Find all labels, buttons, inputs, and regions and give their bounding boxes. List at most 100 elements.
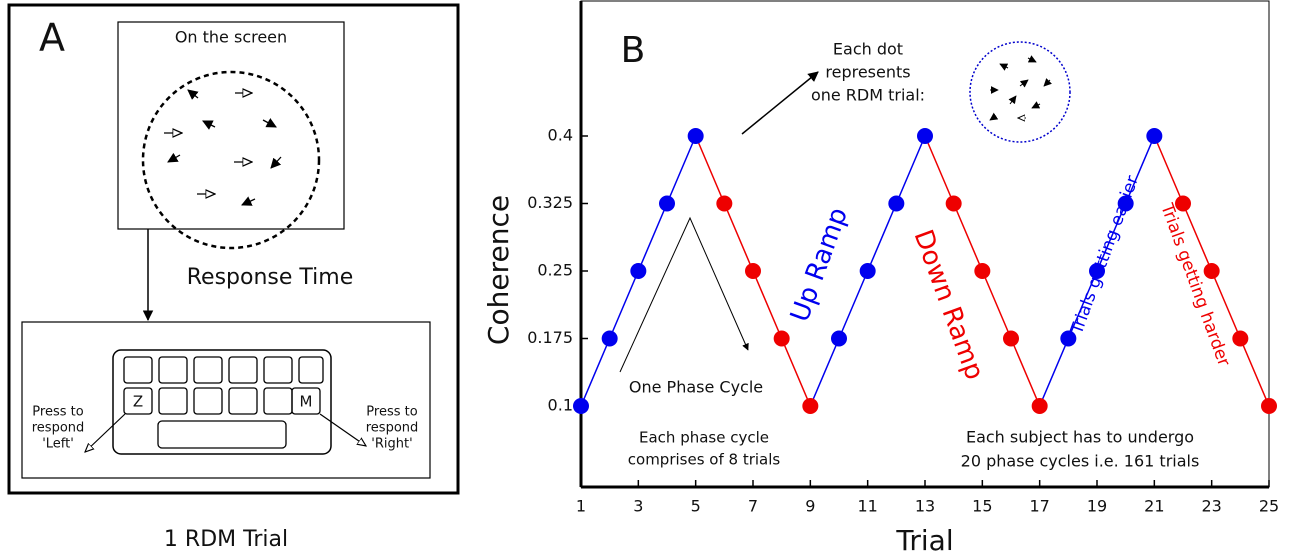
data-point bbox=[974, 263, 991, 279]
annotation: comprises of 8 trials bbox=[628, 451, 781, 469]
line-segment bbox=[637, 203, 668, 272]
data-point bbox=[630, 263, 647, 279]
phase-pointer bbox=[619, 216, 749, 373]
annotation: Each subject has to undergo bbox=[966, 428, 1194, 447]
key-right: M bbox=[300, 393, 313, 411]
data-point bbox=[1003, 330, 1019, 347]
line-segment bbox=[723, 203, 754, 272]
data-point bbox=[1261, 398, 1277, 414]
annotation: One Phase Cycle bbox=[629, 378, 763, 397]
line-segment bbox=[1124, 135, 1156, 204]
annotation: Trials getting harder bbox=[1156, 200, 1234, 369]
right-text: respond bbox=[366, 421, 419, 436]
aperture bbox=[141, 70, 321, 250]
pointer-arrow bbox=[741, 71, 819, 135]
arrow-label: Response Time bbox=[187, 265, 354, 290]
line-segment bbox=[666, 135, 697, 204]
data-point bbox=[831, 330, 847, 347]
x-tick-label: 5 bbox=[691, 497, 701, 516]
left-arrow bbox=[85, 413, 126, 452]
line-segment bbox=[838, 270, 869, 339]
data-point bbox=[945, 195, 962, 212]
data-point bbox=[1089, 263, 1105, 279]
right-text: Press to bbox=[366, 405, 417, 420]
line-segment bbox=[580, 338, 611, 407]
panel-a: A On the screen Response Time Z M bbox=[7, 3, 460, 552]
data-point bbox=[1232, 330, 1249, 347]
x-tick-label: 23 bbox=[1201, 497, 1221, 516]
panel-frame bbox=[7, 3, 460, 495]
data-point bbox=[687, 128, 704, 144]
line-segment bbox=[608, 270, 640, 339]
line-segment bbox=[1182, 203, 1213, 272]
y-axis-label: Coherence bbox=[482, 195, 515, 345]
left-text: Press to bbox=[32, 405, 83, 420]
y-tick-label: 0.1 bbox=[548, 396, 573, 415]
y-tick-label: 0.4 bbox=[548, 126, 573, 145]
line-segment bbox=[1239, 338, 1270, 407]
annotation: Each phase cycle bbox=[639, 429, 769, 447]
line-segment bbox=[895, 135, 926, 204]
x-axis-label: Trial bbox=[895, 524, 953, 557]
data-point bbox=[1146, 128, 1163, 144]
data-point bbox=[773, 330, 790, 347]
x-tick-label: 17 bbox=[1029, 497, 1049, 516]
line-segment bbox=[694, 135, 726, 204]
y-tick-label: 0.325 bbox=[527, 193, 573, 212]
annotation: Up Ramp bbox=[785, 204, 854, 326]
screen bbox=[117, 21, 345, 230]
data-point bbox=[859, 263, 876, 279]
left-text: respond bbox=[32, 421, 85, 436]
panel-label: A bbox=[39, 16, 65, 60]
line-segment bbox=[981, 270, 1012, 339]
line-segment bbox=[1038, 338, 1070, 407]
x-tick-label: 7 bbox=[748, 497, 758, 516]
y-tick-label: 0.175 bbox=[527, 328, 573, 347]
line-segment bbox=[1153, 135, 1184, 204]
x-tick-label: 19 bbox=[1087, 497, 1107, 516]
motion-dots bbox=[164, 90, 282, 206]
keyboard bbox=[112, 349, 332, 455]
y-tick-label: 0.25 bbox=[537, 261, 573, 280]
data-point bbox=[716, 195, 733, 212]
data-point bbox=[1203, 263, 1220, 279]
annotation: one RDM trial: bbox=[811, 86, 925, 105]
key-left: Z bbox=[133, 393, 143, 411]
data-point bbox=[659, 195, 675, 212]
data-point bbox=[1060, 330, 1077, 347]
x-tick-label: 25 bbox=[1259, 497, 1279, 516]
left-text: 'Left' bbox=[42, 437, 74, 452]
line-segment bbox=[1096, 203, 1127, 272]
line-segment bbox=[809, 338, 840, 407]
inset-dots bbox=[989, 55, 1052, 120]
line-segment bbox=[780, 338, 812, 407]
screen-title: On the screen bbox=[175, 28, 287, 47]
keyboard-box bbox=[21, 321, 431, 479]
x-tick-label: 1 bbox=[576, 497, 586, 516]
annotation: Trials getting easier bbox=[1067, 173, 1143, 338]
x-tick-label: 9 bbox=[805, 497, 815, 516]
panel-label: B bbox=[621, 30, 646, 71]
x-tick-label: 21 bbox=[1144, 497, 1164, 516]
data-point bbox=[1117, 195, 1134, 212]
right-arrow bbox=[319, 413, 366, 446]
line-segment bbox=[752, 270, 783, 339]
data-point bbox=[745, 263, 761, 279]
data-point bbox=[802, 398, 819, 414]
x-tick-label: 11 bbox=[857, 497, 877, 516]
x-tick-label: 15 bbox=[972, 497, 992, 516]
data-point bbox=[1175, 195, 1191, 212]
line-segment bbox=[866, 203, 898, 272]
data-point bbox=[1031, 398, 1048, 414]
annotation: 20 phase cycles i.e. 161 trials bbox=[961, 452, 1200, 471]
line-segment bbox=[1067, 270, 1098, 339]
data-point bbox=[573, 398, 589, 414]
data-point bbox=[888, 195, 905, 212]
annotation: Down Ramp bbox=[907, 226, 989, 384]
line-segment bbox=[1210, 270, 1242, 339]
line-segment bbox=[952, 203, 984, 272]
right-text: 'Right' bbox=[371, 437, 412, 452]
line-segment bbox=[1010, 338, 1041, 407]
inset-aperture bbox=[969, 41, 1071, 143]
